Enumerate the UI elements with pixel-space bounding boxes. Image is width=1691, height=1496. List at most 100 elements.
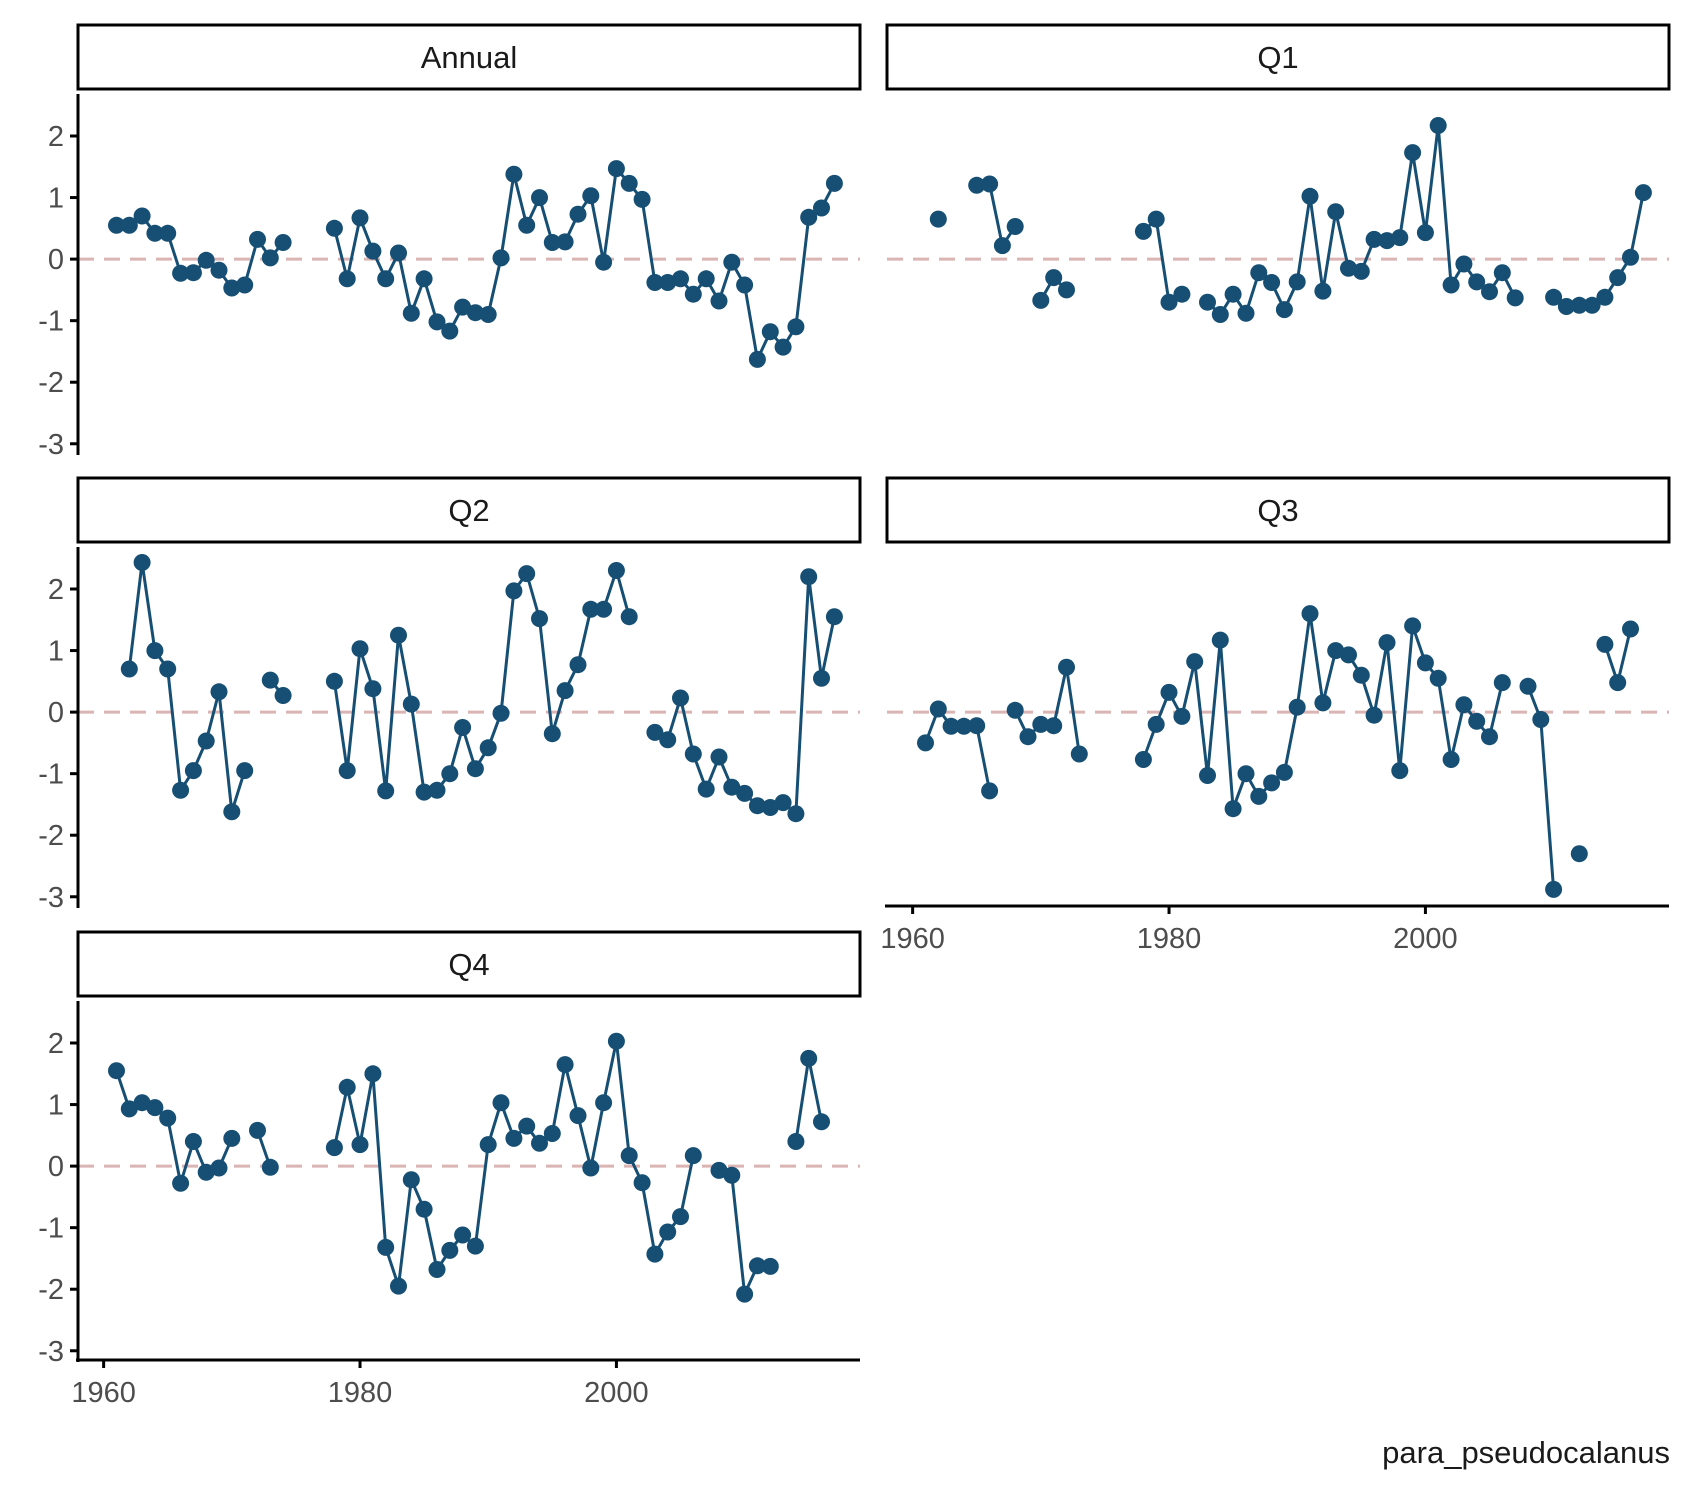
data-point-q2 bbox=[261, 671, 279, 689]
data-point-q3 bbox=[1032, 715, 1050, 733]
data-point-q2 bbox=[518, 565, 536, 583]
data-point-annual bbox=[441, 322, 459, 340]
data-point-annual bbox=[569, 205, 587, 223]
y-tick-label-annual: -1 bbox=[38, 306, 64, 338]
data-point-q2 bbox=[223, 803, 241, 821]
data-point-q2 bbox=[620, 608, 638, 626]
data-point-q1 bbox=[968, 176, 986, 194]
data-point-q2 bbox=[723, 778, 741, 796]
data-point-q1 bbox=[1250, 264, 1268, 282]
data-point-q4 bbox=[415, 1200, 433, 1218]
y-tick-label-annual: -3 bbox=[38, 429, 64, 461]
y-tick-label-q4: -3 bbox=[38, 1336, 64, 1368]
data-point-q4 bbox=[582, 1159, 600, 1177]
data-point-q4 bbox=[761, 1257, 779, 1275]
y-tick-label-annual: -2 bbox=[38, 367, 64, 399]
data-point-q4 bbox=[556, 1056, 574, 1074]
data-point-q4 bbox=[441, 1241, 459, 1259]
data-point-annual bbox=[325, 219, 343, 237]
y-tick-label-annual: 1 bbox=[48, 183, 64, 215]
data-point-q4 bbox=[428, 1261, 446, 1278]
data-point-q3 bbox=[1429, 669, 1447, 687]
data-point-q3 bbox=[1378, 634, 1396, 652]
data-point-q1 bbox=[1160, 293, 1178, 311]
data-point-q3 bbox=[1532, 711, 1550, 728]
data-point-q1 bbox=[1583, 296, 1601, 314]
y-tick-label-q4: 2 bbox=[48, 1028, 64, 1060]
data-point-q3 bbox=[1275, 763, 1293, 781]
strip-label-annual: Annual bbox=[421, 40, 518, 75]
data-point-annual bbox=[454, 298, 472, 316]
data-point-q4 bbox=[351, 1136, 369, 1154]
data-point-annual bbox=[402, 304, 420, 322]
data-point-annual bbox=[710, 292, 728, 310]
data-point-q2 bbox=[402, 695, 420, 713]
data-point-annual bbox=[108, 216, 125, 234]
data-point-q4 bbox=[620, 1147, 638, 1165]
data-point-q2 bbox=[787, 805, 805, 823]
data-point-annual bbox=[684, 285, 702, 303]
data-point-annual bbox=[120, 216, 138, 234]
data-point-q4 bbox=[518, 1117, 536, 1135]
data-point-q1 bbox=[1596, 288, 1614, 306]
data-point-q1 bbox=[1609, 269, 1627, 287]
data-point-q4 bbox=[787, 1133, 805, 1150]
data-point-q4 bbox=[133, 1094, 151, 1112]
data-point-q1 bbox=[1288, 273, 1306, 291]
data-point-q1 bbox=[1442, 276, 1460, 294]
data-point-q2 bbox=[825, 608, 843, 626]
data-point-q1 bbox=[1404, 144, 1422, 162]
data-point-annual bbox=[723, 253, 741, 271]
data-point-q2 bbox=[364, 680, 382, 698]
data-point-q4 bbox=[159, 1109, 177, 1127]
data-point-annual bbox=[184, 264, 202, 282]
data-point-q3 bbox=[1365, 706, 1383, 724]
data-point-annual bbox=[351, 209, 369, 227]
data-point-q1 bbox=[929, 210, 947, 228]
data-point-q3 bbox=[1609, 674, 1627, 692]
data-point-q1 bbox=[1045, 269, 1063, 287]
data-point-q1 bbox=[1032, 291, 1050, 309]
data-point-q1 bbox=[1570, 296, 1588, 314]
data-point-q3 bbox=[1199, 767, 1216, 784]
data-point-q2 bbox=[415, 783, 433, 801]
data-point-annual bbox=[261, 249, 279, 267]
data-point-q1 bbox=[1493, 264, 1511, 282]
data-point-q3 bbox=[1211, 631, 1229, 649]
data-point-q2 bbox=[595, 600, 613, 618]
x-tick-label-q3: 1960 bbox=[880, 923, 945, 955]
data-point-q2 bbox=[146, 642, 164, 660]
series-line-q2 bbox=[332, 569, 631, 794]
data-point-q4 bbox=[633, 1174, 651, 1192]
data-point-q2 bbox=[428, 781, 446, 799]
series-line-q4 bbox=[718, 1168, 771, 1296]
data-point-q1 bbox=[1378, 232, 1396, 250]
chart-caption: para_pseudocalanus bbox=[1382, 1435, 1670, 1470]
data-point-q1 bbox=[1352, 262, 1370, 280]
data-point-q3 bbox=[1237, 765, 1255, 783]
data-point-q2 bbox=[684, 745, 702, 763]
strip-label-q4: Q4 bbox=[448, 947, 489, 982]
data-point-q2 bbox=[531, 610, 548, 628]
data-point-q1 bbox=[1622, 248, 1639, 266]
data-point-q1 bbox=[1365, 230, 1383, 248]
data-point-q1 bbox=[1340, 259, 1357, 277]
data-point-q3 bbox=[1045, 717, 1063, 735]
data-point-annual bbox=[825, 174, 843, 192]
y-tick-label-q4: 1 bbox=[48, 1090, 64, 1122]
strip-q3 bbox=[885, 476, 1671, 544]
data-point-q4 bbox=[210, 1159, 228, 1177]
data-point-q3 bbox=[1019, 728, 1037, 746]
data-point-annual bbox=[210, 261, 228, 279]
data-point-q2 bbox=[325, 672, 343, 690]
data-point-q1 bbox=[1275, 301, 1293, 319]
data-point-q1 bbox=[1314, 282, 1332, 300]
data-point-q4 bbox=[146, 1099, 164, 1117]
data-point-q4 bbox=[492, 1094, 510, 1112]
data-point-q4 bbox=[197, 1163, 215, 1181]
data-point-q2 bbox=[479, 739, 497, 757]
data-point-q3 bbox=[1416, 654, 1434, 672]
data-point-q3 bbox=[917, 734, 934, 752]
data-point-annual bbox=[377, 270, 395, 288]
data-point-q2 bbox=[813, 669, 830, 687]
